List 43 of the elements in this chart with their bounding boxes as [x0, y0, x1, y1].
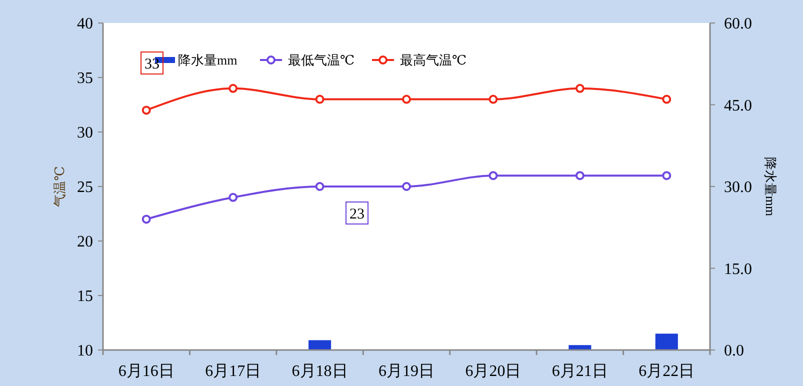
y-tick-label: 35: [77, 70, 93, 88]
y-tick-label: 40: [77, 16, 93, 33]
y-tick-label: 20: [77, 234, 93, 251]
point: [488, 94, 498, 104]
y2-tick-label: 0.0: [724, 342, 744, 360]
point: [142, 106, 151, 115]
point: [402, 94, 411, 104]
y-tick-label: 25: [77, 179, 93, 196]
point: [228, 84, 238, 93]
x-tick-label: 6月21日: [552, 363, 608, 380]
legend-label: 最高气温℃: [400, 52, 467, 68]
bar: [655, 334, 678, 350]
y-axis-title: 气温℃: [52, 166, 67, 207]
x-tick-label: 6月22日: [638, 363, 695, 380]
legend-label: 最低气温℃: [288, 52, 355, 68]
y2-axis-title: 降水量mm: [763, 156, 778, 216]
x-tick-label: 6月20日: [465, 363, 522, 380]
point: [142, 214, 151, 224]
point: [575, 171, 584, 180]
legend-label: 降水量mm: [178, 52, 238, 68]
point: [662, 171, 672, 180]
point: [575, 84, 584, 93]
bar: [308, 340, 332, 350]
x-tick-label: 6月18日: [292, 363, 348, 380]
x-tick-label: 6月19日: [378, 363, 434, 380]
y2-tick-label: 45.0: [724, 97, 752, 114]
y-tick-label: 30: [77, 124, 93, 142]
point: [662, 94, 672, 104]
y2-tick-label: 30.0: [724, 179, 752, 196]
point: [315, 94, 324, 104]
annotation: 33: [144, 56, 160, 72]
bar: [568, 345, 592, 350]
x-tick-label: 6月17日: [205, 363, 262, 380]
point: [228, 192, 238, 202]
y2-tick-label: 15.0: [724, 260, 752, 278]
y2-tick-label: 60.0: [724, 16, 752, 33]
annotation: 23: [350, 206, 364, 222]
point: [315, 182, 324, 191]
y-tick-label: 15: [77, 288, 93, 306]
point: [488, 171, 498, 180]
x-tick-label: 6月16日: [118, 363, 174, 380]
point: [402, 182, 411, 191]
y-tick-label: 10: [77, 342, 93, 360]
